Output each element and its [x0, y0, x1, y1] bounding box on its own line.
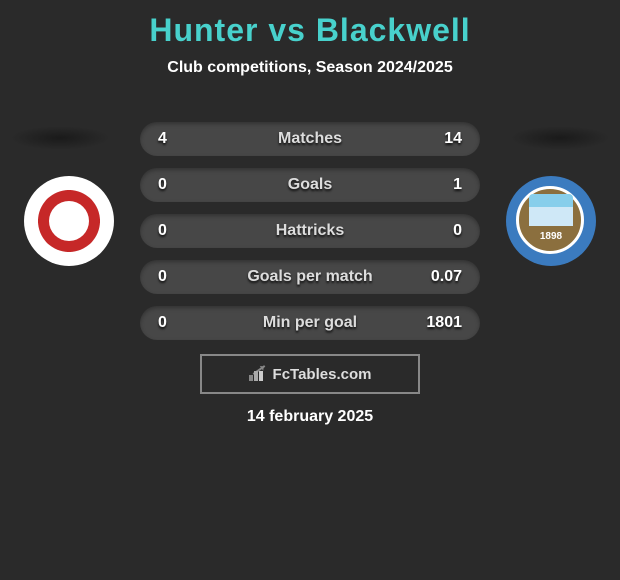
- stats-container: 4 Matches 14 0 Goals 1 0 Hattricks 0 0 G…: [140, 122, 480, 352]
- stat-row-goals: 0 Goals 1: [140, 168, 480, 202]
- stat-row-gpm: 0 Goals per match 0.07: [140, 260, 480, 294]
- stat-label: Goals: [140, 176, 480, 194]
- tower-icon: [529, 194, 573, 226]
- stat-label: Goals per match: [140, 268, 480, 286]
- left-club-badge: [24, 176, 114, 266]
- player-right-name: Blackwell: [316, 12, 471, 48]
- stat-label: Matches: [140, 130, 480, 148]
- brand-link[interactable]: FcTables.com: [200, 354, 420, 394]
- stat-label: Hattricks: [140, 222, 480, 240]
- subtitle: Club competitions, Season 2024/2025: [0, 59, 620, 77]
- stat-row-matches: 4 Matches 14: [140, 122, 480, 156]
- bar-chart-icon: [249, 367, 267, 381]
- brand-text: FcTables.com: [273, 366, 372, 383]
- stat-row-mpg: 0 Min per goal 1801: [140, 306, 480, 340]
- date-label: 14 february 2025: [0, 408, 620, 426]
- right-club-badge: [506, 176, 596, 266]
- vs-separator: vs: [258, 12, 315, 48]
- player-left-name: Hunter: [149, 12, 258, 48]
- stat-row-hattricks: 0 Hattricks 0: [140, 214, 480, 248]
- stat-label: Min per goal: [140, 314, 480, 332]
- left-badge-shadow: [10, 126, 110, 150]
- wheel-icon: [38, 190, 100, 252]
- page-title: Hunter vs Blackwell: [0, 0, 620, 49]
- right-badge-shadow: [510, 126, 610, 150]
